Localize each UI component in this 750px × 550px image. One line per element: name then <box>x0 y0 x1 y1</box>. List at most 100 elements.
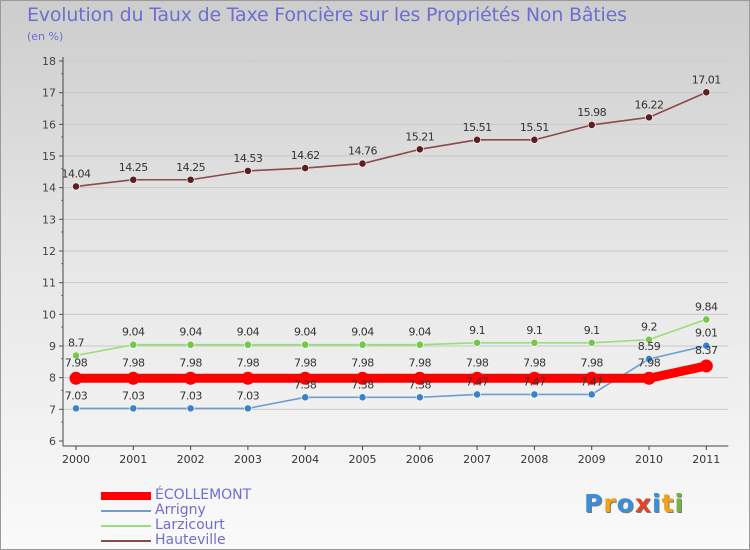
x-tick-label: 2001 <box>119 453 147 466</box>
data-label: 15.51 <box>463 121 492 134</box>
y-tick-label: 6 <box>49 435 56 448</box>
legend-label: Arrigny <box>155 502 206 518</box>
data-point <box>645 355 653 363</box>
y-tick-label: 18 <box>42 55 56 68</box>
series-line-larzicourt <box>75 318 708 357</box>
data-label: 7.03 <box>122 389 145 402</box>
data-label: 14.25 <box>119 161 148 174</box>
data-point <box>186 404 195 413</box>
x-tick-label: 2003 <box>234 453 262 466</box>
y-tick-label: 9 <box>49 340 56 353</box>
data-point <box>415 340 424 349</box>
data-label: 7.47 <box>466 375 489 388</box>
data-label: 17.01 <box>692 73 721 86</box>
data-label: 7.98 <box>351 356 374 369</box>
x-tick-label: 2008 <box>520 453 548 466</box>
logo-letter: i <box>674 489 685 518</box>
data-point <box>358 393 367 402</box>
y-tick-label: 12 <box>42 245 56 258</box>
data-label: 7.03 <box>237 389 260 402</box>
data-label: 9.04 <box>409 326 432 339</box>
data-label: 7.38 <box>351 378 374 391</box>
data-label: 9.1 <box>584 324 600 337</box>
data-label: 7.98 <box>237 356 260 369</box>
data-point <box>129 340 138 349</box>
data-label: 7.03 <box>65 389 88 402</box>
data-point <box>129 404 138 413</box>
series-line-hauteville <box>75 91 708 188</box>
data-label: 7.47 <box>523 375 546 388</box>
data-point <box>587 338 596 347</box>
data-point <box>72 404 80 413</box>
legend-swatch <box>101 525 151 527</box>
data-point <box>527 371 541 385</box>
logo-letter: i <box>652 489 662 518</box>
data-label: 9.04 <box>351 326 374 339</box>
data-point <box>126 371 140 385</box>
data-label: 9.04 <box>179 326 202 339</box>
data-point <box>301 393 310 402</box>
data-label: 7.98 <box>466 356 489 369</box>
y-tick-label: 16 <box>42 118 56 131</box>
data-point <box>356 371 369 385</box>
y-tick-label: 15 <box>42 150 56 163</box>
data-point <box>243 166 252 175</box>
data-label: 15.21 <box>405 130 434 143</box>
data-label: 14.76 <box>348 145 377 158</box>
data-point <box>530 338 539 347</box>
data-point <box>415 145 424 154</box>
data-point <box>186 340 195 349</box>
data-point <box>72 351 80 360</box>
legend-swatch <box>101 510 151 512</box>
data-label: 7.98 <box>294 356 317 369</box>
data-point <box>702 341 711 350</box>
x-tick-label: 2006 <box>406 453 434 466</box>
data-point <box>702 315 711 324</box>
legend-swatch <box>101 540 151 542</box>
y-tick-label: 14 <box>42 182 56 195</box>
data-point <box>184 371 198 385</box>
data-point <box>243 340 252 349</box>
logo-letter: o <box>616 489 635 518</box>
y-tick-label: 13 <box>42 213 56 226</box>
data-label: 16.22 <box>635 98 664 111</box>
data-point <box>301 164 310 172</box>
x-tick-label: 2004 <box>291 453 319 466</box>
series-line-arrigny <box>75 344 708 410</box>
data-label: 9.01 <box>695 327 718 340</box>
data-label: 7.98 <box>523 356 546 369</box>
logo-letter: r <box>603 489 617 518</box>
data-label: 7.98 <box>179 356 202 369</box>
data-point <box>530 135 539 144</box>
data-label: 8.37 <box>695 344 718 357</box>
data-point <box>473 135 481 144</box>
data-point <box>585 371 599 385</box>
data-point <box>129 175 138 184</box>
data-point <box>530 390 539 399</box>
legend-swatch <box>101 492 151 500</box>
legend-label: Larzicourt <box>155 517 225 533</box>
legend-label: Hauteville <box>155 532 226 548</box>
data-point <box>587 121 596 129</box>
chart-title: Evolution du Taux de Taxe Foncière sur l… <box>27 4 627 26</box>
data-label: 14.04 <box>62 167 91 180</box>
y-tick-label: 10 <box>42 308 56 321</box>
data-point <box>298 371 312 385</box>
data-label: 9.04 <box>294 326 317 339</box>
y-tick-label: 8 <box>49 372 56 385</box>
data-label: 14.53 <box>233 152 262 165</box>
logo-letter: x <box>634 489 652 518</box>
data-point <box>186 175 195 184</box>
data-point <box>241 371 255 385</box>
data-label: 7.38 <box>294 378 317 391</box>
data-label: 9.04 <box>122 326 145 339</box>
data-point <box>415 393 424 402</box>
data-point <box>642 371 656 385</box>
data-label: 15.51 <box>520 121 549 134</box>
y-axis-unit-label: (en %) <box>27 30 64 43</box>
data-label: 7.38 <box>409 378 432 391</box>
data-point <box>702 88 711 97</box>
x-tick-label: 2002 <box>177 453 205 466</box>
